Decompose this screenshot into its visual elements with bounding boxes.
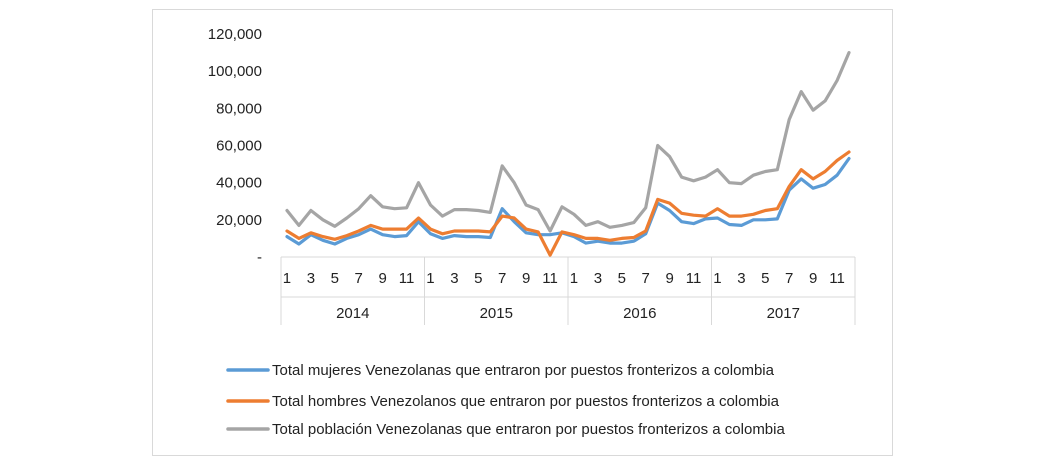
month-tick-label: 11 [829,270,845,287]
legend-label: Total hombres Venezolanos que entraron p… [272,393,780,410]
y-tick-label: 60,000 [216,138,262,155]
series-line-3 [285,50,851,233]
month-tick-label: 1 [570,270,578,287]
y-tick-label: 100,000 [208,63,262,80]
series-lines [285,50,851,257]
month-tick-label: 9 [665,270,673,287]
series-line-2 [285,150,851,257]
month-tick-label: 5 [761,270,769,287]
y-tick-label: 80,000 [216,100,262,117]
legend-label: Total mujeres Venezolanas que entraron p… [272,362,775,379]
y-tick-label: - [257,249,262,266]
month-tick-label: 7 [355,270,363,287]
month-tick-label: 11 [399,270,415,287]
legend: Total mujeres Venezolanas que entraron p… [226,362,785,438]
month-tick-label: 7 [642,270,650,287]
y-tick-label: 120,000 [208,26,262,43]
month-tick-label: 1 [283,270,291,287]
year-label: 2017 [767,305,800,322]
month-tick-label: 3 [737,270,745,287]
month-tick-label: 5 [474,270,482,287]
month-tick-label: 11 [542,270,558,287]
month-tick-label: 11 [686,270,702,287]
legend-label: Total población Venezolanas que entraron… [272,421,785,438]
y-tick-label: 20,000 [216,212,262,229]
month-tick-label: 5 [618,270,626,287]
month-tick-label: 5 [331,270,339,287]
month-tick-label: 9 [522,270,530,287]
chart-frame [152,9,893,456]
month-tick-label: 9 [378,270,386,287]
month-tick-label: 7 [785,270,793,287]
month-tick-label: 3 [307,270,315,287]
y-tick-label: 40,000 [216,175,262,192]
y-axis: - 20,000 40,000 60,000 80,000 100,000 120,000 [208,26,262,266]
month-tick-label: 3 [594,270,602,287]
month-tick-label: 1 [713,270,721,287]
month-tick-label: 1 [426,270,434,287]
month-tick-label: 7 [498,270,506,287]
year-label: 2016 [623,305,656,322]
month-tick-label: 9 [809,270,817,287]
year-label: 2015 [480,305,513,322]
year-label: 2014 [336,305,369,322]
month-tick-label: 3 [450,270,458,287]
